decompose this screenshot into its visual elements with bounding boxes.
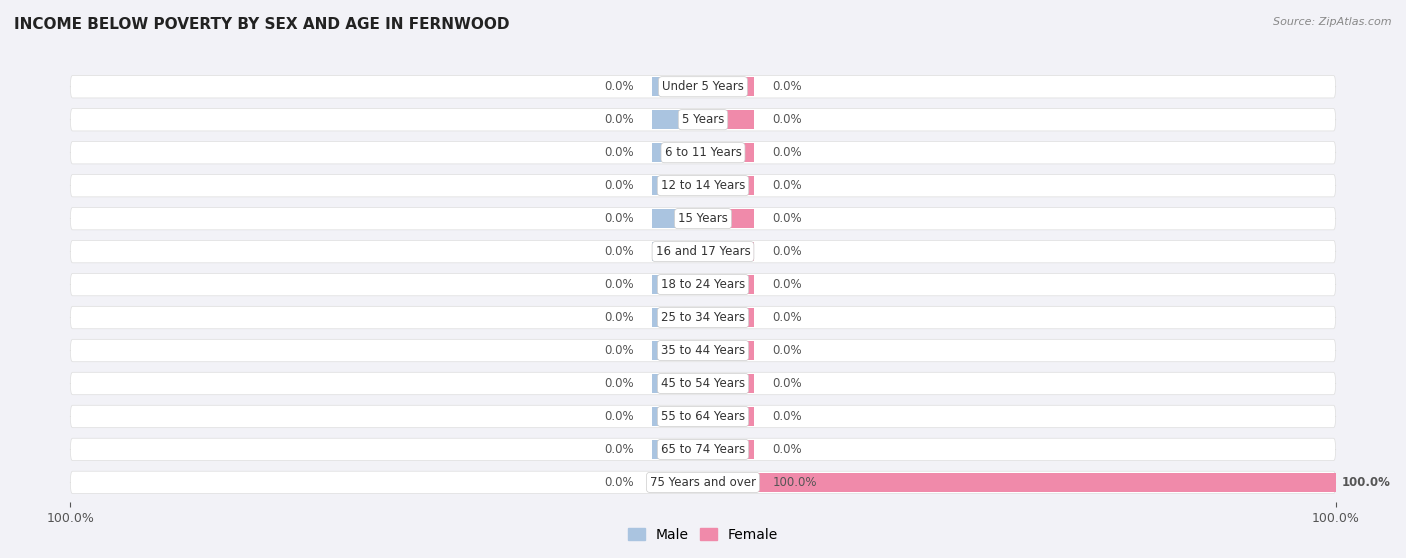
Bar [703, 143, 754, 162]
Bar [652, 110, 703, 129]
Legend: Male, Female: Male, Female [623, 522, 783, 547]
Text: INCOME BELOW POVERTY BY SEX AND AGE IN FERNWOOD: INCOME BELOW POVERTY BY SEX AND AGE IN F… [14, 17, 509, 32]
Bar [652, 176, 703, 195]
FancyBboxPatch shape [70, 273, 1336, 296]
Bar [652, 275, 703, 294]
Text: 65 to 74 Years: 65 to 74 Years [661, 443, 745, 456]
FancyBboxPatch shape [70, 372, 1336, 395]
Text: 35 to 44 Years: 35 to 44 Years [661, 344, 745, 357]
Bar [652, 374, 703, 393]
Bar [652, 242, 703, 261]
Text: 0.0%: 0.0% [773, 311, 803, 324]
Text: 0.0%: 0.0% [773, 377, 803, 390]
Bar [703, 209, 754, 228]
Text: 0.0%: 0.0% [603, 212, 633, 225]
Bar [703, 440, 754, 459]
Text: 0.0%: 0.0% [603, 344, 633, 357]
Text: 0.0%: 0.0% [603, 80, 633, 93]
Text: 25 to 34 Years: 25 to 34 Years [661, 311, 745, 324]
FancyBboxPatch shape [70, 471, 1336, 494]
Text: 55 to 64 Years: 55 to 64 Years [661, 410, 745, 423]
Text: 0.0%: 0.0% [603, 311, 633, 324]
Text: 18 to 24 Years: 18 to 24 Years [661, 278, 745, 291]
FancyBboxPatch shape [70, 142, 1336, 164]
Bar [703, 110, 754, 129]
Text: 100.0%: 100.0% [773, 476, 817, 489]
Text: 0.0%: 0.0% [773, 113, 803, 126]
Text: 0.0%: 0.0% [603, 179, 633, 192]
Bar [703, 407, 754, 426]
FancyBboxPatch shape [70, 208, 1336, 230]
Text: 5 Years: 5 Years [682, 113, 724, 126]
Text: 0.0%: 0.0% [773, 443, 803, 456]
Text: 0.0%: 0.0% [603, 377, 633, 390]
Bar [703, 341, 754, 360]
Bar [703, 374, 754, 393]
Text: 0.0%: 0.0% [773, 344, 803, 357]
Text: 0.0%: 0.0% [603, 410, 633, 423]
Text: Source: ZipAtlas.com: Source: ZipAtlas.com [1274, 17, 1392, 27]
FancyBboxPatch shape [70, 306, 1336, 329]
Bar [652, 77, 703, 97]
Text: 0.0%: 0.0% [773, 245, 803, 258]
Text: 0.0%: 0.0% [603, 146, 633, 159]
FancyBboxPatch shape [70, 175, 1336, 197]
Bar [703, 473, 1336, 492]
Text: 45 to 54 Years: 45 to 54 Years [661, 377, 745, 390]
Text: 0.0%: 0.0% [773, 278, 803, 291]
Bar [703, 176, 754, 195]
FancyBboxPatch shape [70, 108, 1336, 131]
Text: 6 to 11 Years: 6 to 11 Years [665, 146, 741, 159]
Bar [652, 341, 703, 360]
Text: 0.0%: 0.0% [603, 278, 633, 291]
Text: 0.0%: 0.0% [773, 146, 803, 159]
Text: 0.0%: 0.0% [603, 245, 633, 258]
Text: 0.0%: 0.0% [603, 443, 633, 456]
FancyBboxPatch shape [70, 75, 1336, 98]
Text: 0.0%: 0.0% [603, 113, 633, 126]
Bar [652, 407, 703, 426]
Text: Under 5 Years: Under 5 Years [662, 80, 744, 93]
Text: 15 Years: 15 Years [678, 212, 728, 225]
Text: 0.0%: 0.0% [773, 179, 803, 192]
Text: 0.0%: 0.0% [773, 212, 803, 225]
Bar [703, 275, 754, 294]
FancyBboxPatch shape [70, 405, 1336, 427]
Bar [703, 242, 754, 261]
Bar [652, 473, 703, 492]
Text: 0.0%: 0.0% [773, 80, 803, 93]
FancyBboxPatch shape [70, 240, 1336, 263]
Bar [703, 308, 754, 327]
Text: 0.0%: 0.0% [603, 476, 633, 489]
Bar [652, 308, 703, 327]
Bar [703, 77, 754, 97]
FancyBboxPatch shape [70, 339, 1336, 362]
Bar [652, 143, 703, 162]
Text: 0.0%: 0.0% [773, 410, 803, 423]
Text: 12 to 14 Years: 12 to 14 Years [661, 179, 745, 192]
Text: 100.0%: 100.0% [1343, 476, 1391, 489]
FancyBboxPatch shape [70, 438, 1336, 461]
Text: 16 and 17 Years: 16 and 17 Years [655, 245, 751, 258]
Text: 75 Years and over: 75 Years and over [650, 476, 756, 489]
Bar [652, 209, 703, 228]
Bar [652, 440, 703, 459]
